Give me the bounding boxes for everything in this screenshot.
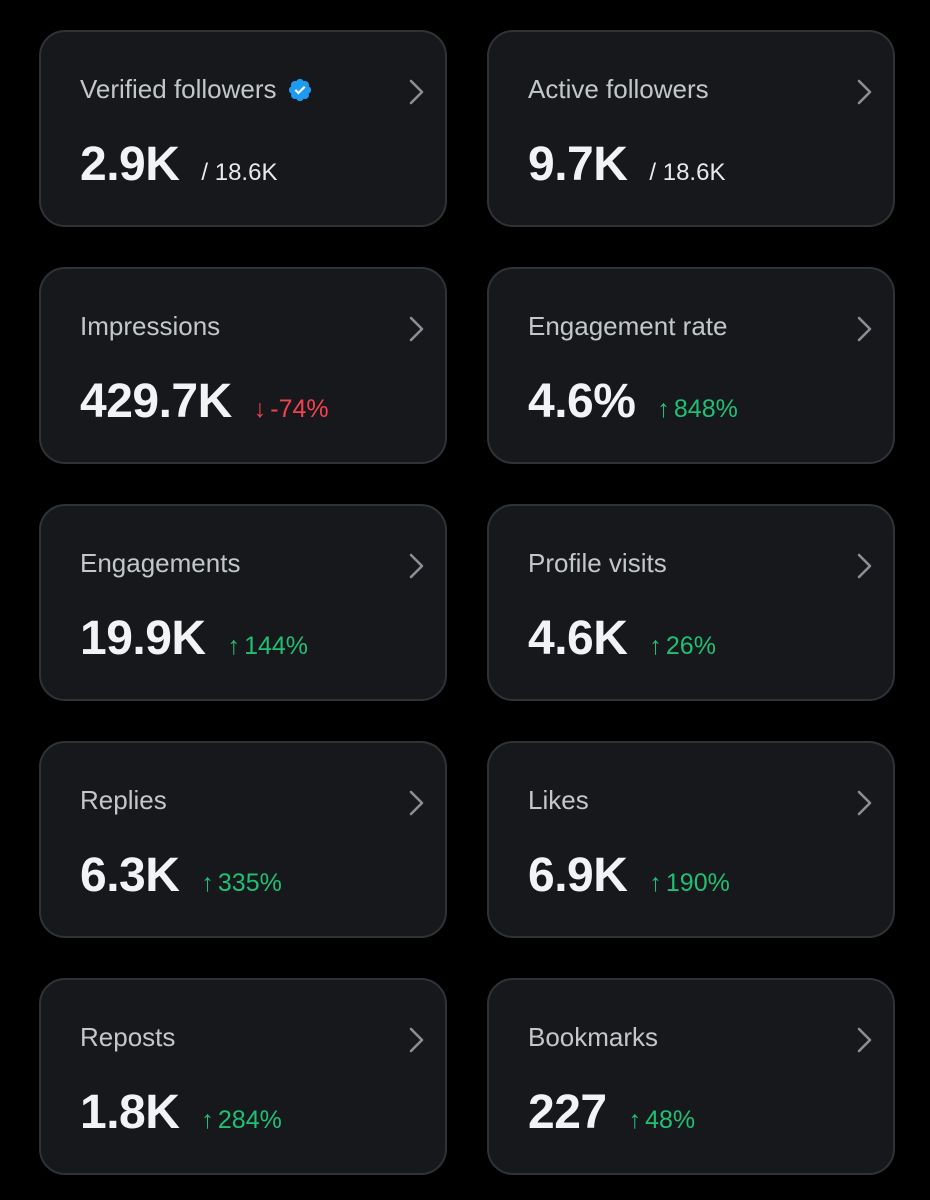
arrow-up-icon: ↑ — [649, 632, 662, 660]
chevron-right-icon — [409, 316, 424, 342]
metric-total: / 18.6K — [649, 159, 726, 186]
value-row: 4.6% ↑ 848% — [528, 374, 738, 429]
verified-badge-icon — [288, 78, 311, 101]
card-engagement-rate[interactable]: Engagement rate 4.6% ↑ 848% — [487, 267, 895, 464]
change-percent: 284% — [217, 1106, 282, 1134]
change-percent: -74% — [270, 395, 329, 423]
card-label: Verified followers — [80, 74, 277, 104]
chevron-right-icon — [857, 1027, 872, 1053]
chevron-right-icon — [409, 790, 424, 816]
metric-value: 227 — [528, 1086, 607, 1139]
metric-value: 6.9K — [528, 849, 628, 902]
value-row: 1.8K ↑ 284% — [80, 1085, 282, 1140]
value-row: 227 ↑ 48% — [528, 1085, 695, 1140]
card-label-wrapper: Active followers — [528, 74, 709, 105]
value-row: 19.9K ↑ 144% — [80, 611, 308, 666]
change-indicator: ↑ 190% — [649, 869, 729, 898]
change-indicator: ↑ 144% — [228, 632, 308, 661]
change-indicator: ↑ 848% — [657, 395, 737, 424]
value-row: 2.9K / 18.6K — [80, 137, 277, 192]
card-label-wrapper: Likes — [528, 785, 589, 816]
card-replies[interactable]: Replies 6.3K ↑ 335% — [39, 741, 447, 938]
card-profile-visits[interactable]: Profile visits 4.6K ↑ 26% — [487, 504, 895, 701]
metric-value: 429.7K — [80, 375, 232, 428]
metric-value: 9.7K — [528, 138, 628, 191]
metric-value: 1.8K — [80, 1086, 180, 1139]
change-percent: 48% — [645, 1106, 696, 1134]
card-label: Active followers — [528, 74, 709, 104]
arrow-up-icon: ↑ — [201, 1106, 214, 1134]
change-indicator: ↑ 335% — [201, 869, 281, 898]
arrow-up-icon: ↑ — [201, 869, 214, 897]
card-likes[interactable]: Likes 6.9K ↑ 190% — [487, 741, 895, 938]
change-indicator: ↑ 26% — [649, 632, 716, 661]
metric-value: 4.6% — [528, 375, 636, 428]
metric-value: 4.6K — [528, 612, 628, 665]
metric-total: / 18.6K — [201, 159, 278, 186]
arrow-up-icon: ↑ — [628, 1106, 642, 1134]
chevron-right-icon — [409, 553, 424, 579]
card-engagements[interactable]: Engagements 19.9K ↑ 144% — [39, 504, 447, 701]
metric-value: 6.3K — [80, 849, 180, 902]
card-label-wrapper: Verified followers — [80, 74, 313, 105]
card-label-wrapper: Reposts — [80, 1022, 175, 1053]
card-impressions[interactable]: Impressions 429.7K ↓ -74% — [39, 267, 447, 464]
card-label-wrapper: Impressions — [80, 311, 220, 342]
card-label: Reposts — [80, 1022, 176, 1052]
card-label: Engagements — [80, 548, 241, 578]
card-label: Bookmarks — [528, 1022, 659, 1052]
metric-value: 19.9K — [80, 612, 206, 665]
change-indicator: ↑ 48% — [629, 1106, 696, 1135]
arrow-up-icon: ↑ — [649, 869, 662, 897]
card-bookmarks[interactable]: Bookmarks 227 ↑ 48% — [487, 978, 895, 1175]
card-label: Likes — [528, 785, 589, 815]
chevron-right-icon — [857, 790, 872, 816]
card-label-wrapper: Profile visits — [528, 548, 667, 579]
change-percent: 848% — [673, 395, 738, 423]
chevron-right-icon — [409, 1027, 424, 1053]
change-indicator: ↓ -74% — [254, 395, 329, 424]
arrow-up-icon: ↑ — [227, 632, 241, 660]
card-verified-followers[interactable]: Verified followers 2.9K / 18.6K — [39, 30, 447, 227]
value-row: 6.3K ↑ 335% — [80, 848, 282, 903]
card-reposts[interactable]: Reposts 1.8K ↑ 284% — [39, 978, 447, 1175]
card-label: Replies — [80, 785, 167, 815]
value-row: 429.7K ↓ -74% — [80, 374, 329, 429]
card-label-wrapper: Engagement rate — [528, 311, 727, 342]
card-label: Impressions — [80, 311, 221, 341]
arrow-up-icon: ↑ — [657, 395, 670, 423]
value-row: 9.7K / 18.6K — [528, 137, 725, 192]
card-label-wrapper: Engagements — [80, 548, 240, 579]
change-indicator: ↑ 284% — [201, 1106, 281, 1135]
metric-value: 2.9K — [80, 138, 180, 191]
change-percent: 335% — [217, 869, 282, 897]
chevron-right-icon — [857, 79, 872, 105]
value-row: 6.9K ↑ 190% — [528, 848, 730, 903]
card-label-wrapper: Replies — [80, 785, 167, 816]
change-percent: 26% — [665, 632, 716, 660]
card-label: Engagement rate — [528, 311, 728, 341]
chevron-right-icon — [857, 316, 872, 342]
card-active-followers[interactable]: Active followers 9.7K / 18.6K — [487, 30, 895, 227]
arrow-down-icon: ↓ — [253, 395, 267, 423]
card-label: Profile visits — [528, 548, 667, 578]
change-percent: 144% — [244, 632, 309, 660]
chevron-right-icon — [857, 553, 872, 579]
card-label-wrapper: Bookmarks — [528, 1022, 658, 1053]
chevron-right-icon — [409, 79, 424, 105]
change-percent: 190% — [665, 869, 730, 897]
value-row: 4.6K ↑ 26% — [528, 611, 716, 666]
